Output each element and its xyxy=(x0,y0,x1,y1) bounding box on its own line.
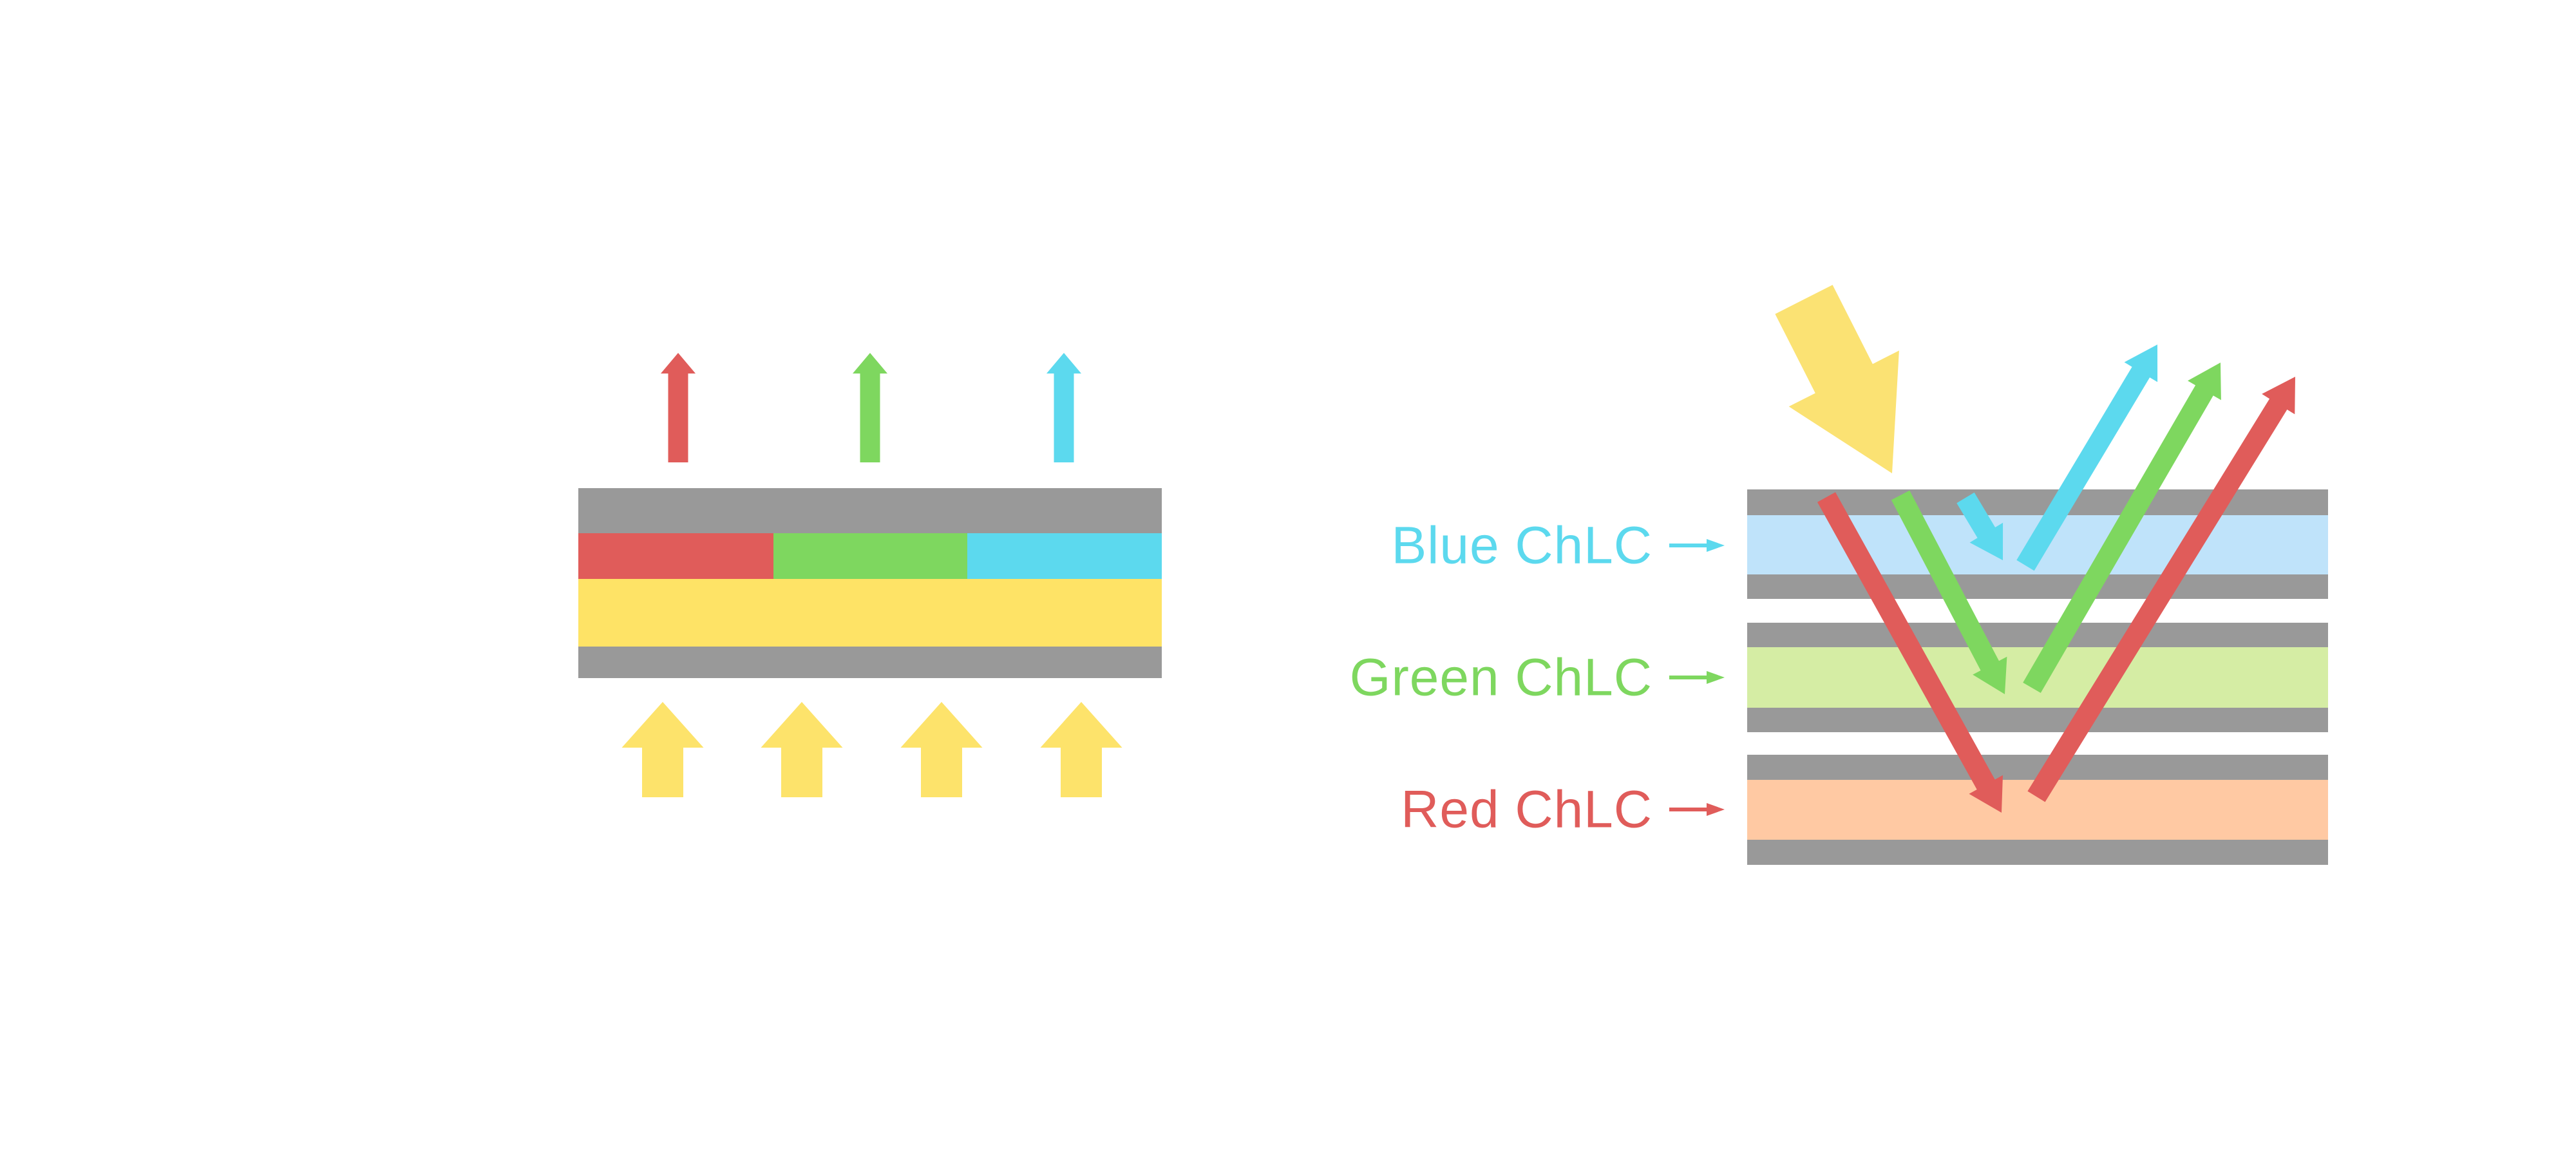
left-red-segment xyxy=(578,533,773,579)
left-green-segment xyxy=(773,533,967,579)
backlight-arrow-4 xyxy=(1040,702,1122,797)
red-incident-ray xyxy=(1817,492,2003,813)
right-glass-bar-2 xyxy=(1747,574,2328,599)
green-incident-ray xyxy=(1891,490,2007,694)
green-reflected-ray xyxy=(2023,363,2221,693)
blue-label-arrow xyxy=(1669,539,1725,552)
left-yellow-layer xyxy=(578,579,1162,647)
incident-light-arrow xyxy=(1775,285,1899,473)
cyan-reflected-ray xyxy=(2016,345,2158,571)
right-glass-bar-6 xyxy=(1747,840,2328,865)
red-chlc-label: Red ChLC xyxy=(1401,780,1653,839)
green-output-arrow xyxy=(853,353,887,462)
left-stack-diagram xyxy=(578,488,1162,678)
backlight-arrow-3 xyxy=(900,702,983,797)
right-glass-bar-3 xyxy=(1747,623,2328,647)
cyan-incident-ray xyxy=(1956,492,2003,560)
red-output-arrow xyxy=(661,353,696,462)
backlight-arrow-2 xyxy=(761,702,843,797)
cyan-output-arrow xyxy=(1046,353,1081,462)
blue-chlc-label: Blue ChLC xyxy=(1391,516,1653,575)
green-chlc-label: Green ChLC xyxy=(1350,648,1653,707)
backlight-arrow-1 xyxy=(621,702,704,797)
red-reflected-ray xyxy=(2027,377,2295,802)
right-ray-arrows xyxy=(1817,345,2295,813)
right-layer-labels: Blue ChLC Green ChLC Red ChLC xyxy=(1350,516,1725,839)
left-substrate-bottom xyxy=(578,647,1162,678)
left-cyan-segment xyxy=(967,533,1162,579)
left-backlight-arrows xyxy=(621,702,1122,797)
left-substrate-top xyxy=(578,488,1162,533)
right-glass-bar-4 xyxy=(1747,708,2328,732)
red-label-arrow xyxy=(1669,803,1725,816)
incident-light-group xyxy=(1775,285,1899,473)
green-label-arrow xyxy=(1669,671,1725,684)
left-output-arrows xyxy=(661,353,1081,462)
